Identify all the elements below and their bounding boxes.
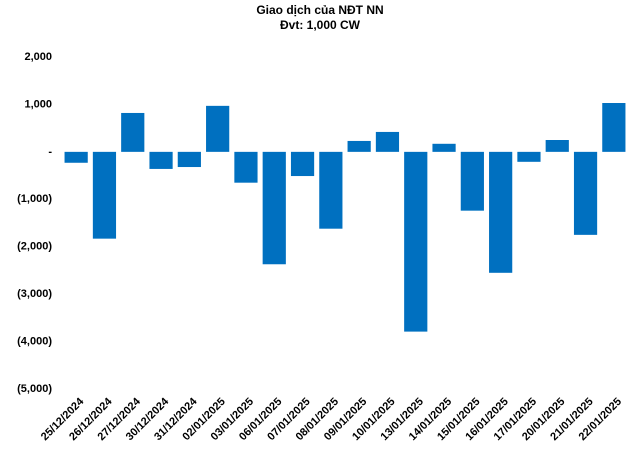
bar (404, 151, 428, 332)
bar (432, 143, 456, 152)
bar (290, 151, 315, 177)
y-tick-label: (4,000) (17, 335, 52, 347)
y-tick-label: (1,000) (17, 193, 52, 205)
bar (545, 140, 569, 152)
bar (262, 151, 286, 265)
bar (489, 151, 513, 273)
y-tick-label: 1,000 (24, 98, 52, 110)
bar (319, 151, 343, 229)
bar (460, 151, 484, 211)
bar (347, 140, 371, 152)
bar (375, 131, 400, 152)
bar (92, 151, 117, 239)
y-tick-label: (3,000) (17, 288, 52, 300)
chart-subtitle: Đvt: 1,000 CW (280, 18, 361, 32)
y-tick-label: 2,000 (24, 51, 52, 63)
bar (517, 151, 541, 162)
bar (206, 105, 230, 152)
y-tick-label: (5,000) (17, 383, 52, 395)
y-tick-label: (2,000) (17, 241, 52, 253)
bar (177, 151, 201, 168)
bar (234, 151, 258, 183)
y-tick-label: - (48, 146, 52, 158)
bar (602, 103, 626, 152)
bar (149, 151, 173, 169)
chart-title: Giao dịch của NĐT NN (256, 3, 383, 17)
bar (121, 112, 145, 152)
bar (573, 151, 598, 235)
bar (64, 151, 88, 163)
